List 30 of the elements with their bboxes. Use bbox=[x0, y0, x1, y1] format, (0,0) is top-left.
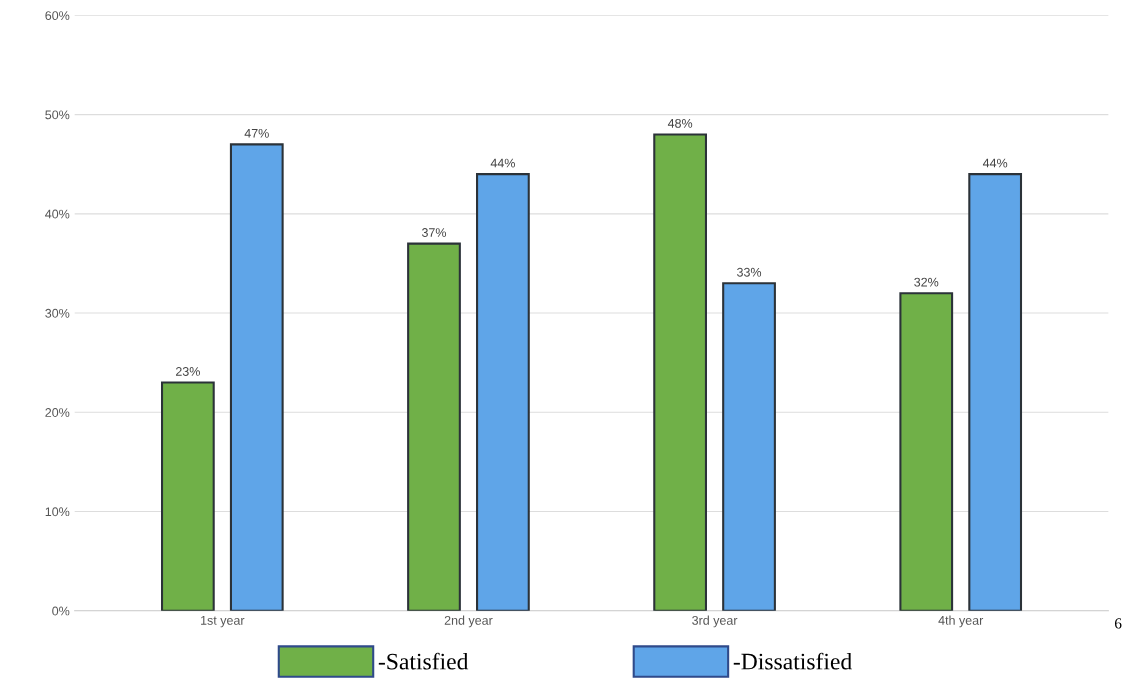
x-tick-label: 1st year bbox=[201, 616, 245, 628]
x-tick-label: 3rd year bbox=[692, 615, 738, 628]
text: 47% bbox=[244, 128, 269, 138]
bar bbox=[722, 282, 776, 611]
y-tick-label: 20% bbox=[45, 408, 70, 417]
text: 33% bbox=[737, 267, 762, 277]
bar bbox=[160, 381, 215, 611]
text: 32% bbox=[914, 277, 939, 287]
text: 37% bbox=[421, 228, 447, 237]
legend-label: -Satisfied bbox=[378, 652, 469, 670]
text: 44% bbox=[490, 158, 515, 168]
y-tick-label: 40% bbox=[45, 209, 70, 219]
x-tick-label: 2nd year bbox=[444, 615, 493, 628]
text: 48% bbox=[667, 118, 693, 128]
legend-label: -Dissatisfied bbox=[733, 652, 852, 670]
bar bbox=[476, 173, 530, 611]
y-tick-label: 50% bbox=[45, 110, 70, 120]
bar bbox=[653, 133, 707, 611]
y-tick-label: 0% bbox=[52, 606, 70, 616]
text: 44% bbox=[982, 158, 1008, 168]
text: 23% bbox=[175, 367, 200, 376]
bar bbox=[407, 242, 461, 611]
y-tick-label: 30% bbox=[45, 308, 70, 318]
text: 6 bbox=[1114, 618, 1122, 629]
x-tick-label: 4th year bbox=[938, 615, 984, 628]
bar bbox=[229, 143, 284, 611]
bar bbox=[899, 292, 954, 611]
y-tick-label: 10% bbox=[45, 507, 70, 517]
y-tick-label: 60% bbox=[45, 11, 70, 21]
bar bbox=[968, 173, 1023, 611]
